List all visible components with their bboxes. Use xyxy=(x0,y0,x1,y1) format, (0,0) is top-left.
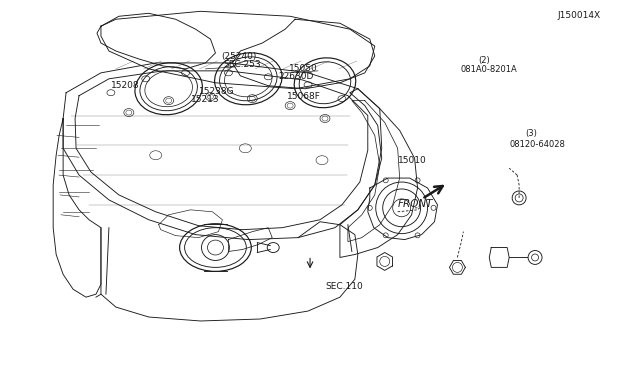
Text: 22630D: 22630D xyxy=(278,72,314,81)
Text: SEC.253: SEC.253 xyxy=(223,60,260,70)
Text: 15068F: 15068F xyxy=(287,92,321,101)
Text: 15050: 15050 xyxy=(289,64,318,73)
Text: 15238G: 15238G xyxy=(199,87,234,96)
Text: FRONT: FRONT xyxy=(397,199,433,209)
Text: 081A0-8201A: 081A0-8201A xyxy=(460,65,517,74)
Text: (3): (3) xyxy=(525,129,537,138)
Text: 08120-64028: 08120-64028 xyxy=(510,140,566,149)
Text: 15010: 15010 xyxy=(397,155,426,165)
Text: J150014X: J150014X xyxy=(557,11,600,20)
Text: 15213: 15213 xyxy=(191,95,220,104)
Text: (2): (2) xyxy=(478,56,490,65)
Text: 15208: 15208 xyxy=(111,81,140,90)
Text: (25240): (25240) xyxy=(221,52,257,61)
Text: SEC.110: SEC.110 xyxy=(325,282,363,291)
